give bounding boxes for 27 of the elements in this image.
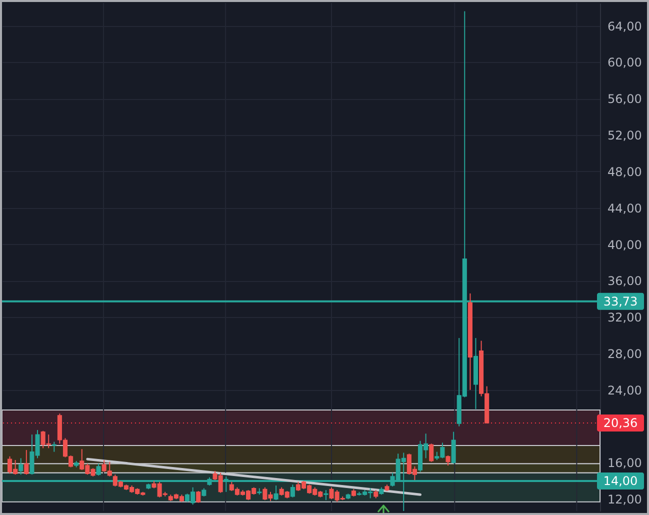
candlestick	[290, 484, 295, 498]
candlestick	[451, 431, 456, 464]
y-tick-label: 40,00	[608, 238, 642, 252]
candlestick	[446, 454, 450, 466]
candlestick	[196, 490, 201, 504]
y-tick-label: 48,00	[608, 164, 642, 179]
y-tick-label: 28,00	[608, 347, 642, 361]
y-tick-label: 64,00	[608, 19, 642, 34]
y-tick-label: 56,00	[608, 92, 642, 106]
y-tick-label: 36,00	[608, 274, 642, 288]
candlestick	[429, 443, 434, 462]
candlestick	[96, 463, 101, 476]
candlestick	[24, 450, 29, 476]
y-tick-label: 16,00	[608, 456, 642, 470]
candlestick	[324, 490, 328, 501]
y-tick-label: 52,00	[608, 128, 642, 143]
ref-line-label: 20,36	[603, 416, 638, 430]
y-tick-label: 60,00	[608, 56, 642, 70]
y-tick-label: 24,00	[608, 383, 642, 398]
candlestick	[52, 441, 56, 452]
y-tick-label: 12,00	[608, 492, 642, 507]
ref-line-label: 14,00	[603, 474, 638, 488]
y-tick-label: 44,00	[608, 201, 642, 216]
ref-line-label: 33,73	[603, 294, 638, 308]
candlestick	[18, 458, 24, 476]
candlestick	[274, 485, 278, 501]
y-tick-label: 32,00	[608, 310, 642, 325]
